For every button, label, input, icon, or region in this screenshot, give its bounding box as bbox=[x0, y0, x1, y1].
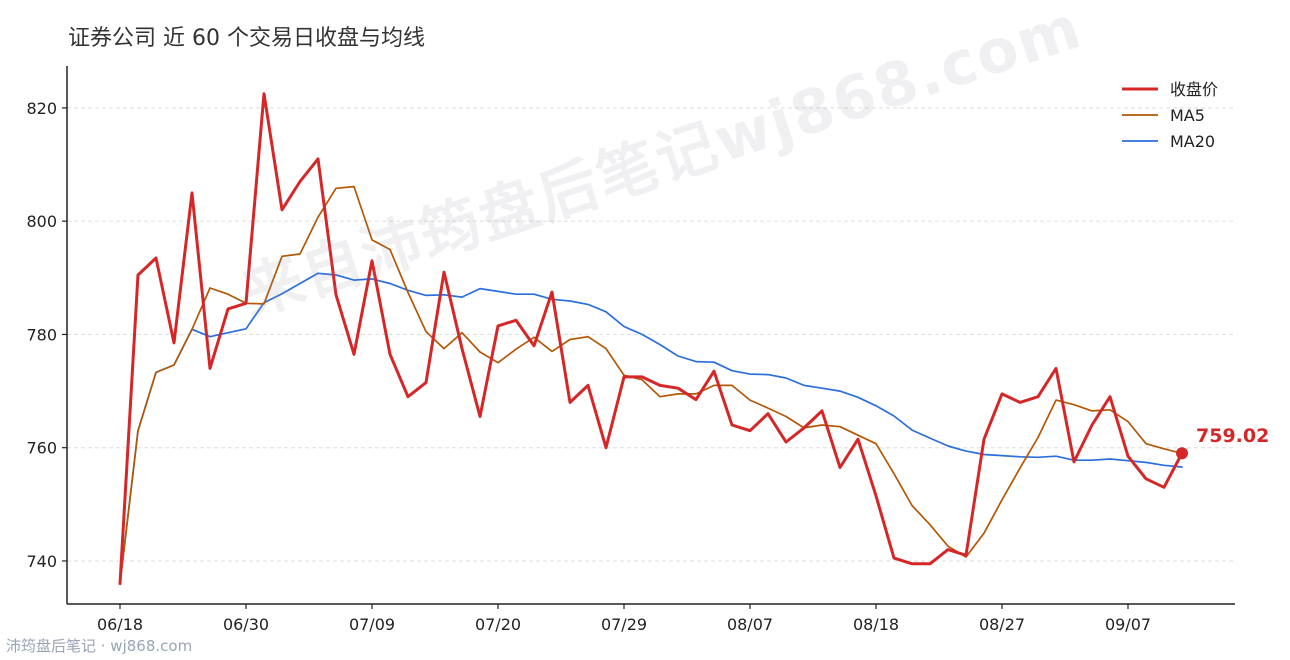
y-tick-label: 800 bbox=[26, 212, 57, 231]
legend: 收盘价 MA5 MA20 bbox=[1122, 80, 1218, 151]
y-tick-label: 760 bbox=[26, 439, 57, 458]
x-tick-label: 08/07 bbox=[727, 615, 773, 634]
y-tick-label: 780 bbox=[26, 325, 57, 344]
x-tick-label: 08/27 bbox=[979, 615, 1025, 634]
legend-label: MA20 bbox=[1170, 132, 1215, 151]
x-tick-label: 08/18 bbox=[853, 615, 899, 634]
grid-lines bbox=[67, 107, 1235, 562]
x-tick-label: 06/18 bbox=[97, 615, 143, 634]
chart-title: 证券公司 近 60 个交易日收盘与均线 bbox=[68, 26, 425, 51]
legend-label: 收盘价 bbox=[1170, 80, 1218, 99]
last-point-label: 759.02 bbox=[1196, 425, 1269, 447]
last-point-marker bbox=[1176, 447, 1188, 460]
axes: 740 760 780 800 820 06/18 06/30 07/09 07/20 07/29… bbox=[26, 66, 1235, 634]
x-tick-label: 06/30 bbox=[223, 615, 269, 634]
close-price-line bbox=[118, 92, 1184, 586]
y-tick-label: 820 bbox=[26, 99, 57, 118]
ma5-line bbox=[119, 185, 1183, 585]
ma20-line bbox=[119, 272, 1183, 585]
y-tick-label: 740 bbox=[26, 552, 57, 571]
annotations: 759.02 bbox=[1176, 425, 1269, 460]
legend-label: MA5 bbox=[1170, 106, 1205, 125]
x-tick-label: 07/29 bbox=[601, 615, 647, 634]
x-tick-label: 09/07 bbox=[1105, 615, 1151, 634]
x-tick-label: 07/20 bbox=[475, 615, 521, 634]
series-lines bbox=[118, 92, 1184, 586]
source-note: 沛筠盘后笔记 · wj868.com bbox=[6, 637, 193, 655]
x-tick-label: 07/09 bbox=[349, 615, 395, 634]
